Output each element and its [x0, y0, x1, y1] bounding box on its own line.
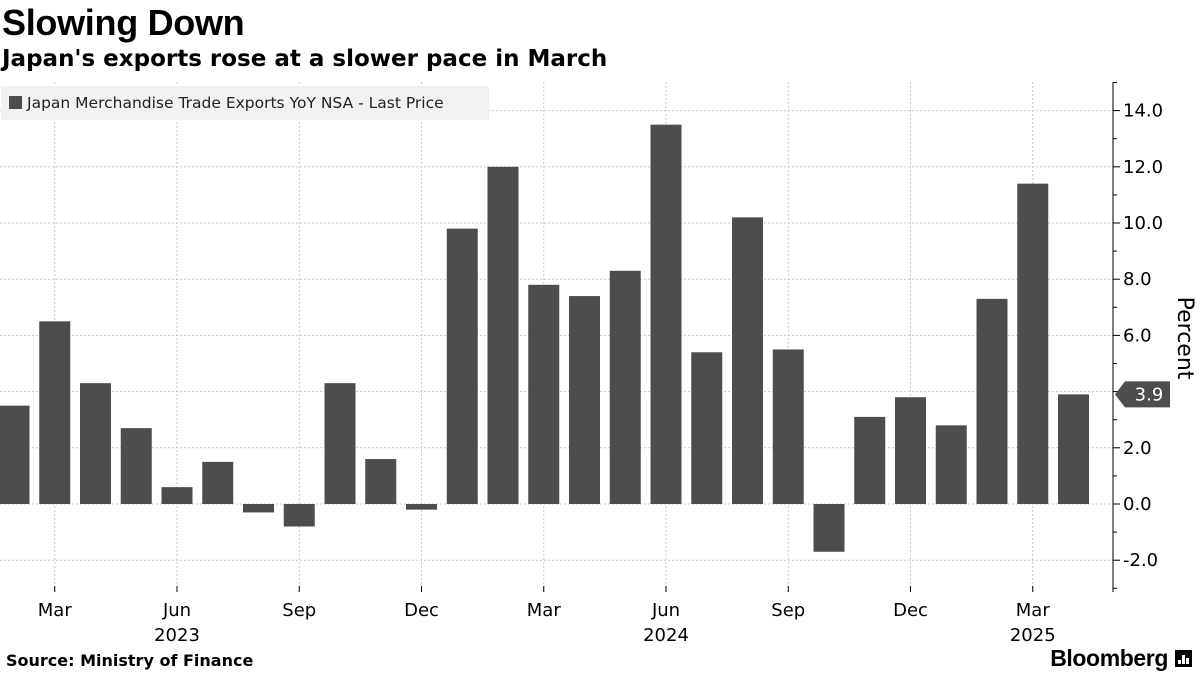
bar — [120, 428, 152, 504]
bar — [283, 504, 315, 527]
bar — [406, 504, 437, 510]
bar — [487, 166, 519, 505]
bar — [0, 405, 30, 504]
y-tick-label: 2.0 — [1123, 438, 1152, 459]
chart-title: Slowing Down — [2, 2, 245, 43]
y-axis: -2.00.02.04.06.08.010.012.014.0 — [1112, 82, 1163, 592]
bar — [243, 504, 274, 513]
last-value-badge — [1115, 381, 1170, 408]
y-axis-label: Percent — [1172, 297, 1197, 380]
last-value-label: 3.9 — [1135, 384, 1164, 405]
x-year-label: 2025 — [1010, 625, 1056, 646]
bar — [854, 416, 886, 504]
bar — [895, 397, 926, 504]
bar — [161, 487, 193, 504]
bloomberg-chart-icon — [1175, 650, 1192, 667]
y-tick-label: 14.0 — [1123, 101, 1163, 122]
legend-swatch — [9, 96, 22, 109]
legend: Japan Merchandise Trade Exports YoY NSA … — [1, 86, 489, 120]
x-tick-label: Mar — [1016, 600, 1051, 621]
bar — [528, 284, 560, 504]
x-tick-label: Jun — [162, 600, 191, 621]
legend-background — [1, 86, 489, 120]
bar — [324, 383, 356, 504]
bar — [609, 270, 641, 504]
bar — [202, 461, 234, 504]
legend-label: Japan Merchandise Trade Exports YoY NSA … — [26, 94, 444, 112]
bar — [813, 504, 845, 552]
bar — [1058, 394, 1089, 504]
bar — [650, 124, 682, 505]
y-tick-label: 0.0 — [1123, 494, 1152, 515]
bar — [569, 296, 600, 504]
x-year-label: 2024 — [643, 625, 689, 646]
x-tick-label: Dec — [893, 600, 928, 621]
x-tick-label: Sep — [771, 600, 805, 621]
x-tick-label: Jun — [651, 600, 680, 621]
x-year-label: 2023 — [154, 625, 200, 646]
source-note: Source: Ministry of Finance — [6, 651, 254, 670]
x-tick-label: Mar — [38, 600, 73, 621]
y-tick-label: 8.0 — [1123, 269, 1152, 290]
bar — [39, 321, 71, 504]
bar — [935, 425, 967, 504]
bar — [1017, 183, 1049, 504]
y-tick-label: -2.0 — [1123, 550, 1158, 571]
chart-subtitle: Japan's exports rose at a slower pace in… — [2, 46, 608, 72]
bar — [732, 217, 763, 504]
x-axis: Mar Jun 2023 Sep Dec Mar Jun 2024 Sep Dec Mar 2025 — [38, 586, 1056, 646]
bar — [365, 459, 397, 504]
y-tick-label: 12.0 — [1123, 157, 1163, 178]
bar — [976, 298, 1008, 504]
bloomberg-logo: Bloomberg — [1050, 645, 1168, 671]
bar — [446, 228, 478, 504]
y-tick-label: 6.0 — [1123, 325, 1152, 346]
x-tick-label: Mar — [527, 600, 562, 621]
bars — [0, 124, 1089, 552]
y-tick-label: 10.0 — [1123, 213, 1163, 234]
x-tick-label: Sep — [282, 600, 316, 621]
bar — [691, 352, 723, 504]
bar — [80, 383, 111, 504]
last-value-marker: 3.9 — [1115, 381, 1170, 408]
bar — [772, 349, 804, 504]
x-tick-label: Dec — [404, 600, 439, 621]
